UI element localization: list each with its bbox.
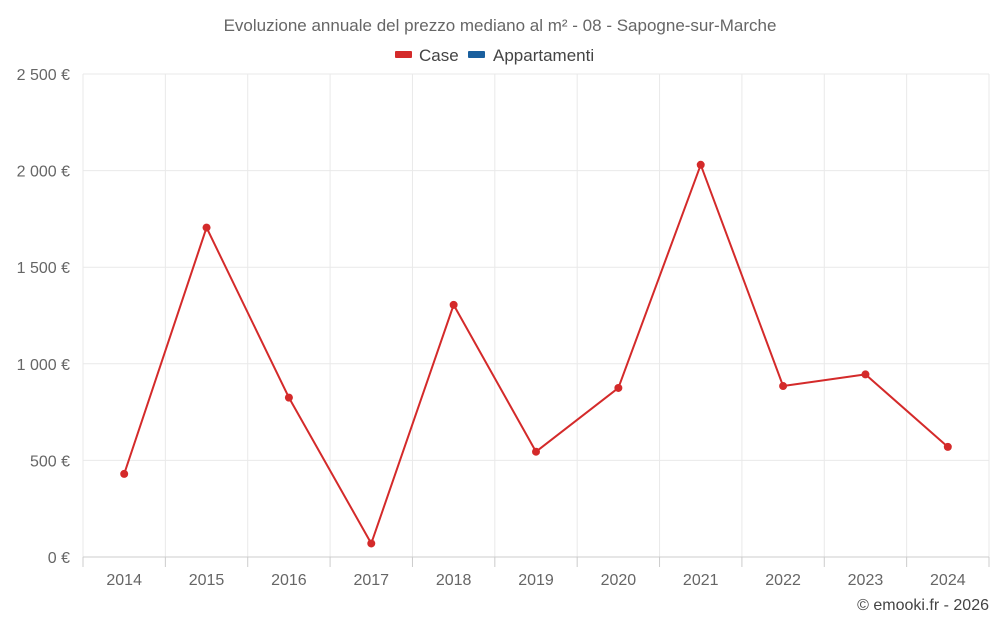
- legend-swatch-case: [395, 51, 412, 58]
- y-tick-label: 2 000 €: [17, 164, 70, 181]
- x-tick-label: 2016: [271, 572, 307, 589]
- axes: 0 € 500 € 1 000 € 1 500 € 2 000 € 2 500 € 2014…: [17, 67, 990, 589]
- x-tick-label: 2022: [765, 572, 801, 589]
- series-case: [120, 160, 952, 548]
- data-point-case[interactable]: [779, 382, 788, 391]
- credit-text: © emooki.fr - 2026: [857, 597, 989, 614]
- legend: Case Appartamenti: [395, 46, 594, 65]
- x-tick-label: 2024: [930, 572, 966, 589]
- chart-title: Evoluzione annuale del prezzo mediano al…: [224, 16, 777, 35]
- data-point-case[interactable]: [367, 539, 376, 548]
- data-point-case[interactable]: [120, 469, 129, 478]
- grid: [82, 73, 990, 557]
- legend-label-appartamenti: Appartamenti: [493, 46, 594, 65]
- data-point-case[interactable]: [202, 223, 211, 232]
- data-point-case[interactable]: [696, 160, 705, 169]
- legend-swatch-appartamenti: [468, 51, 485, 58]
- y-tick-label: 1 500 €: [17, 260, 70, 277]
- y-tick-label: 0 €: [48, 550, 70, 567]
- x-tick-label: 2015: [189, 572, 225, 589]
- legend-item-appartamenti[interactable]: Appartamenti: [468, 46, 594, 65]
- x-tick-label: 2019: [518, 572, 554, 589]
- data-point-case[interactable]: [614, 383, 623, 392]
- x-tick-label: 2018: [436, 572, 472, 589]
- x-tick-label: 2017: [353, 572, 389, 589]
- x-tick-label: 2020: [601, 572, 637, 589]
- y-tick-label: 500 €: [30, 453, 70, 470]
- y-tick-label: 1 000 €: [17, 357, 70, 374]
- legend-label-case: Case: [419, 46, 459, 65]
- x-tick-label: 2021: [683, 572, 719, 589]
- y-tick-label: 2 500 €: [17, 67, 70, 84]
- data-point-case[interactable]: [861, 370, 870, 379]
- legend-item-case[interactable]: Case: [395, 46, 459, 65]
- data-point-case[interactable]: [449, 300, 458, 309]
- x-tick-label: 2014: [106, 572, 142, 589]
- data-point-case[interactable]: [943, 442, 952, 451]
- data-point-case[interactable]: [284, 393, 293, 402]
- data-point-case[interactable]: [532, 447, 540, 456]
- x-tick-label: 2023: [848, 572, 884, 589]
